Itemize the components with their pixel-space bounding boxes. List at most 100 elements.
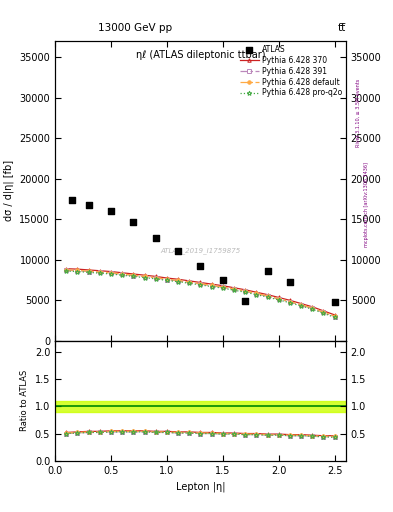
Pythia 6.428 391 bbox=[165, 276, 169, 283]
Text: ηℓ (ATLAS dileptonic ttbar): ηℓ (ATLAS dileptonic ttbar) bbox=[136, 50, 265, 60]
ATLAS bbox=[264, 267, 271, 275]
ATLAS bbox=[220, 276, 226, 284]
Pythia 6.428 pro-q2o bbox=[310, 306, 315, 312]
Pythia 6.428 370 bbox=[265, 291, 270, 297]
Pythia 6.428 391 bbox=[299, 302, 303, 308]
Pythia 6.428 370 bbox=[64, 266, 68, 272]
Pythia 6.428 391 bbox=[231, 286, 236, 292]
Pythia 6.428 default bbox=[165, 276, 169, 282]
Pythia 6.428 370 bbox=[187, 278, 192, 284]
Pythia 6.428 370 bbox=[131, 271, 136, 277]
Pythia 6.428 default bbox=[198, 281, 203, 287]
Pythia 6.428 370 bbox=[165, 275, 169, 281]
Pythia 6.428 default bbox=[231, 286, 236, 292]
Pythia 6.428 default bbox=[153, 274, 158, 281]
Pythia 6.428 default bbox=[108, 270, 113, 276]
Pythia 6.428 pro-q2o bbox=[176, 279, 180, 285]
Pythia 6.428 391 bbox=[64, 267, 68, 273]
Pythia 6.428 default bbox=[265, 293, 270, 299]
Pythia 6.428 370 bbox=[198, 280, 203, 286]
Pythia 6.428 pro-q2o bbox=[220, 285, 225, 291]
Pythia 6.428 pro-q2o bbox=[332, 314, 337, 321]
Pythia 6.428 pro-q2o bbox=[86, 269, 91, 275]
Pythia 6.428 370 bbox=[310, 304, 315, 310]
Pythia 6.428 pro-q2o bbox=[243, 289, 248, 295]
ATLAS bbox=[108, 207, 114, 215]
Pythia 6.428 391 bbox=[97, 269, 102, 275]
Pythia 6.428 391 bbox=[209, 283, 214, 289]
Pythia 6.428 pro-q2o bbox=[231, 287, 236, 293]
X-axis label: Lepton |η|: Lepton |η| bbox=[176, 481, 225, 492]
Pythia 6.428 391 bbox=[131, 272, 136, 279]
Pythia 6.428 pro-q2o bbox=[299, 303, 303, 309]
ATLAS bbox=[69, 196, 75, 204]
Pythia 6.428 default bbox=[64, 267, 68, 273]
Bar bbox=[55, 401, 346, 412]
Y-axis label: Ratio to ATLAS: Ratio to ATLAS bbox=[20, 370, 29, 432]
Pythia 6.428 391 bbox=[142, 274, 147, 280]
Pythia 6.428 pro-q2o bbox=[75, 268, 80, 274]
Pythia 6.428 370 bbox=[75, 266, 80, 272]
Pythia 6.428 391 bbox=[198, 281, 203, 287]
ATLAS bbox=[332, 298, 338, 306]
Pythia 6.428 pro-q2o bbox=[153, 276, 158, 282]
Pythia 6.428 370 bbox=[120, 270, 125, 276]
Pythia 6.428 370 bbox=[321, 308, 326, 314]
Pythia 6.428 391 bbox=[243, 288, 248, 294]
Pythia 6.428 370 bbox=[332, 312, 337, 318]
Line: Pythia 6.428 370: Pythia 6.428 370 bbox=[64, 267, 336, 316]
Line: Pythia 6.428 391: Pythia 6.428 391 bbox=[64, 269, 336, 318]
Pythia 6.428 370 bbox=[108, 268, 113, 274]
Pythia 6.428 default bbox=[254, 290, 259, 296]
Pythia 6.428 default bbox=[276, 295, 281, 302]
Pythia 6.428 370 bbox=[254, 289, 259, 295]
Pythia 6.428 default bbox=[97, 269, 102, 275]
Pythia 6.428 391 bbox=[120, 271, 125, 278]
Text: tt̅: tt̅ bbox=[338, 23, 346, 33]
Pythia 6.428 pro-q2o bbox=[198, 282, 203, 288]
Pythia 6.428 default bbox=[332, 313, 337, 319]
Pythia 6.428 default bbox=[131, 272, 136, 278]
Pythia 6.428 370 bbox=[86, 267, 91, 273]
Pythia 6.428 391 bbox=[220, 284, 225, 290]
Pythia 6.428 370 bbox=[299, 301, 303, 307]
Text: ATLAS_2019_I1759875: ATLAS_2019_I1759875 bbox=[160, 247, 241, 254]
Pythia 6.428 391 bbox=[254, 291, 259, 297]
Text: 13000 GeV pp: 13000 GeV pp bbox=[98, 23, 173, 33]
Pythia 6.428 370 bbox=[209, 281, 214, 287]
Pythia 6.428 default bbox=[288, 298, 292, 305]
ATLAS bbox=[130, 218, 136, 226]
Pythia 6.428 391 bbox=[310, 305, 315, 311]
Pythia 6.428 pro-q2o bbox=[209, 284, 214, 290]
Pythia 6.428 391 bbox=[86, 268, 91, 274]
Pythia 6.428 391 bbox=[332, 313, 337, 319]
Pythia 6.428 370 bbox=[276, 294, 281, 301]
Pythia 6.428 pro-q2o bbox=[265, 294, 270, 300]
Pythia 6.428 pro-q2o bbox=[131, 273, 136, 280]
Pythia 6.428 default bbox=[142, 273, 147, 280]
Pythia 6.428 391 bbox=[108, 270, 113, 276]
Pythia 6.428 391 bbox=[276, 296, 281, 302]
Pythia 6.428 391 bbox=[75, 268, 80, 274]
Pythia 6.428 391 bbox=[265, 293, 270, 300]
Pythia 6.428 370 bbox=[176, 276, 180, 282]
Pythia 6.428 default bbox=[86, 268, 91, 274]
Pythia 6.428 default bbox=[209, 282, 214, 288]
ATLAS bbox=[197, 262, 204, 270]
Pythia 6.428 pro-q2o bbox=[276, 297, 281, 303]
Pythia 6.428 default bbox=[75, 267, 80, 273]
Pythia 6.428 391 bbox=[288, 299, 292, 305]
Pythia 6.428 pro-q2o bbox=[165, 278, 169, 284]
ATLAS bbox=[152, 234, 159, 242]
Legend: ATLAS, Pythia 6.428 370, Pythia 6.428 391, Pythia 6.428 default, Pythia 6.428 pr: ATLAS, Pythia 6.428 370, Pythia 6.428 39… bbox=[238, 43, 343, 99]
Text: mcplots.cern.ch [arXiv:1306.3436]: mcplots.cern.ch [arXiv:1306.3436] bbox=[364, 162, 369, 247]
Pythia 6.428 391 bbox=[187, 280, 192, 286]
Pythia 6.428 default bbox=[120, 271, 125, 277]
Pythia 6.428 default bbox=[176, 278, 180, 284]
Pythia 6.428 default bbox=[299, 302, 303, 308]
Pythia 6.428 pro-q2o bbox=[142, 274, 147, 281]
Pythia 6.428 370 bbox=[220, 283, 225, 289]
Pythia 6.428 391 bbox=[321, 309, 326, 315]
Pythia 6.428 pro-q2o bbox=[97, 270, 102, 276]
Pythia 6.428 pro-q2o bbox=[187, 280, 192, 286]
